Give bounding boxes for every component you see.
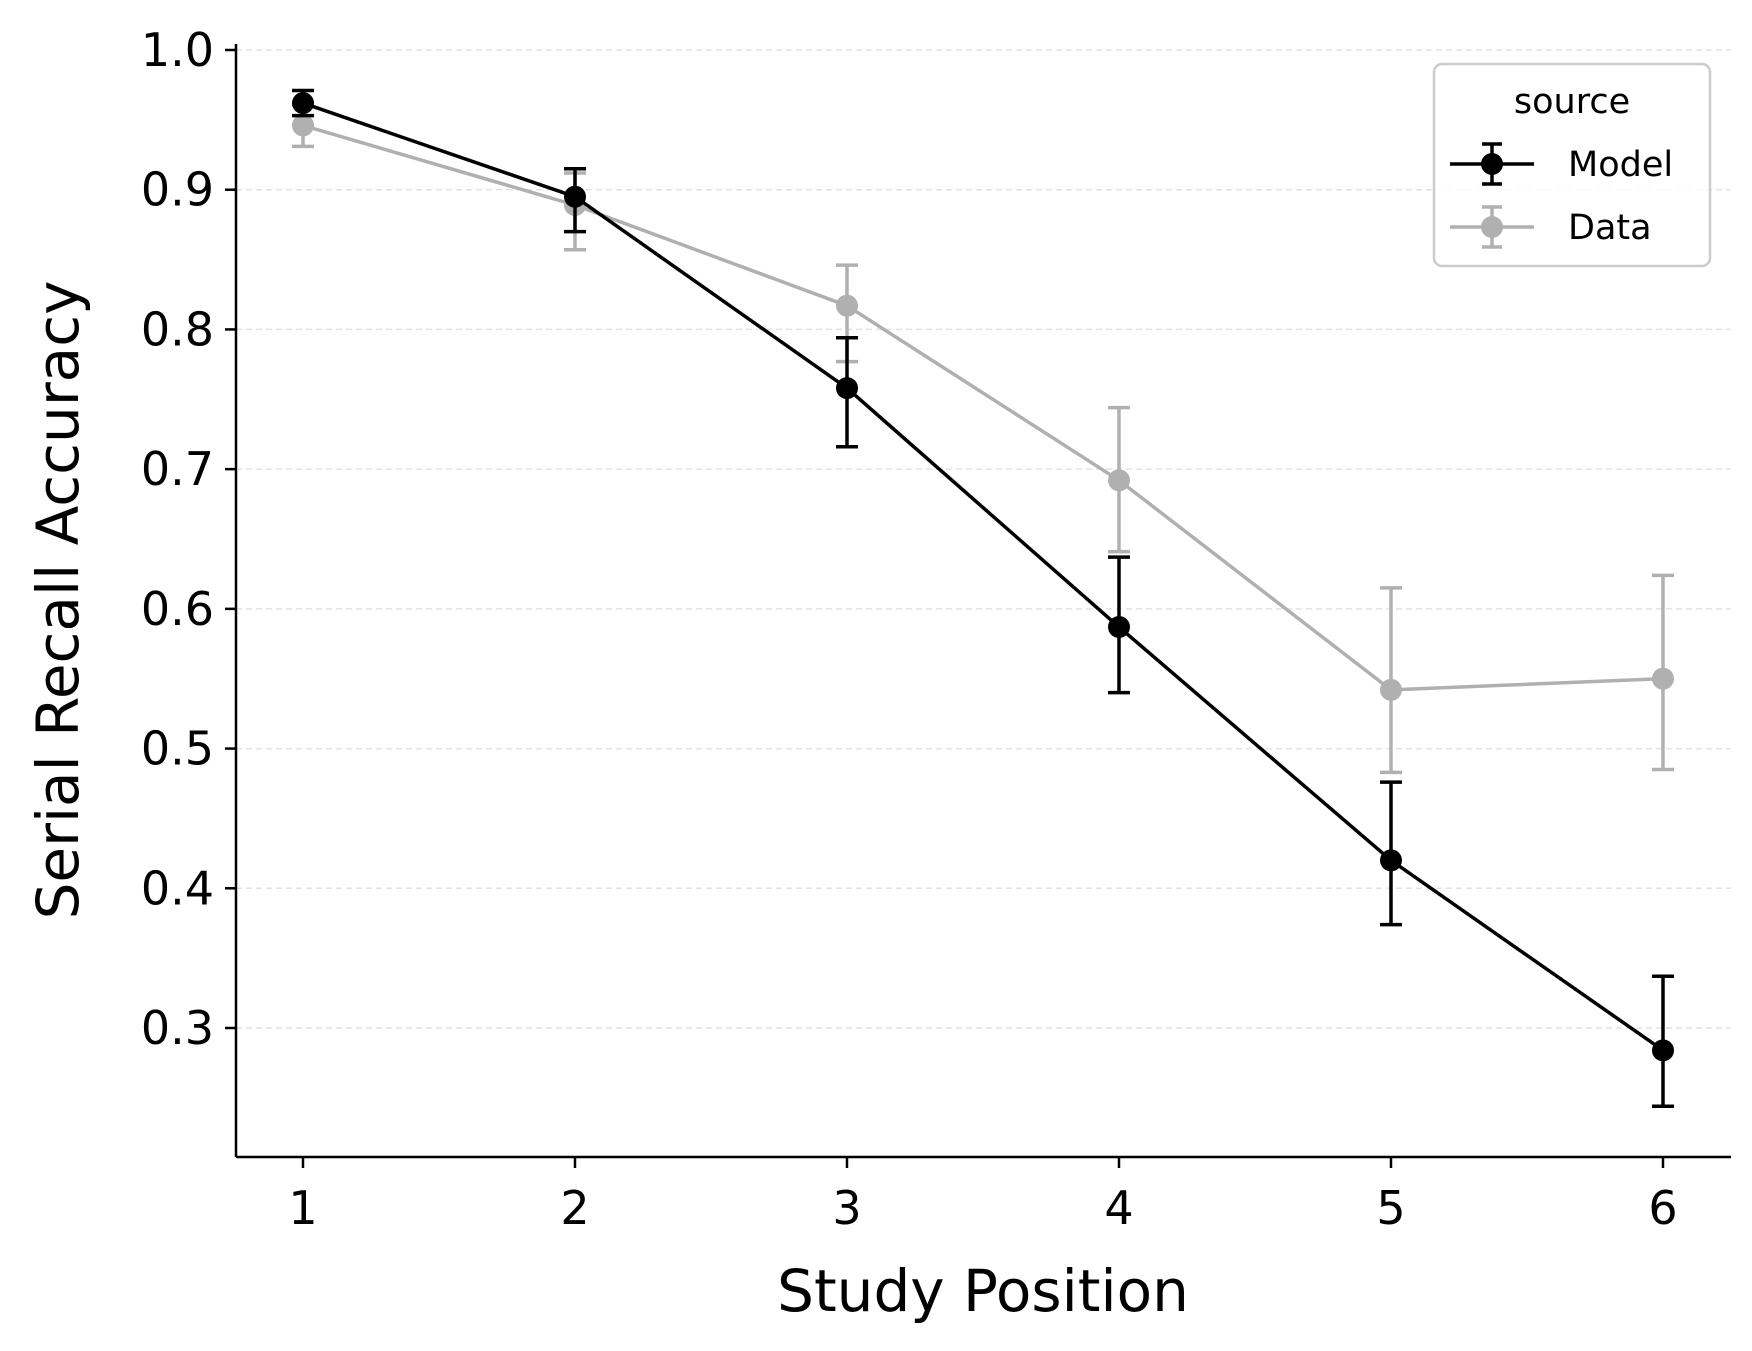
legend-label: Model [1568,145,1673,185]
model-point [292,92,314,115]
x-axis-title: Study Position [777,1257,1189,1325]
y-tick-label: 0.3 [141,1001,214,1055]
data-point [1108,469,1130,492]
series [292,88,1674,1108]
legend-entries: Model Data [1450,142,1673,249]
y-tick-label: 0.8 [141,302,214,356]
y-axis-title: Serial Recall Accuracy [24,281,92,920]
model-point [1652,1039,1674,1062]
legend-marker [1481,216,1503,238]
x-tick-label: 3 [832,1181,861,1235]
data-point [1652,667,1674,690]
x-tick-label: 5 [1376,1181,1405,1235]
x-ticks: 1 2 3 4 5 6 [288,1157,1678,1235]
legend-entry-model: Model [1450,142,1673,186]
model-line [302,101,1665,1052]
y-tick-label: 1.0 [141,23,214,77]
data-point [1380,678,1402,701]
model-point [1108,616,1130,639]
y-tick-label: 0.7 [141,442,214,496]
y-tick-label: 0.4 [141,861,214,915]
data-point [292,114,314,137]
data-point [836,294,858,317]
series-model [292,88,1674,1108]
y-tick-label: 0.5 [141,722,214,776]
legend-label: Data [1568,208,1652,248]
axes [234,44,1731,1159]
y-tick-label: 0.6 [141,582,214,636]
x-tick-label: 1 [288,1181,317,1235]
legend-frame [1432,62,1712,268]
x-tick-label: 6 [1648,1181,1677,1235]
x-tick-label: 2 [560,1181,589,1235]
series-data [292,102,1674,775]
legend-entry-data: Data [1450,205,1652,249]
x-tick-label: 4 [1104,1181,1133,1235]
data-line [302,123,1664,692]
model-point [836,377,858,400]
model-point [1380,849,1402,872]
legend-title: source [1514,82,1630,122]
legend: source Model Data [1432,62,1712,268]
model-point [564,185,586,208]
y-ticks: 0.3 0.4 0.5 0.6 0.7 0.8 0.9 1.0 [141,23,236,1055]
legend-marker [1481,153,1503,175]
y-tick-label: 0.9 [141,163,214,217]
